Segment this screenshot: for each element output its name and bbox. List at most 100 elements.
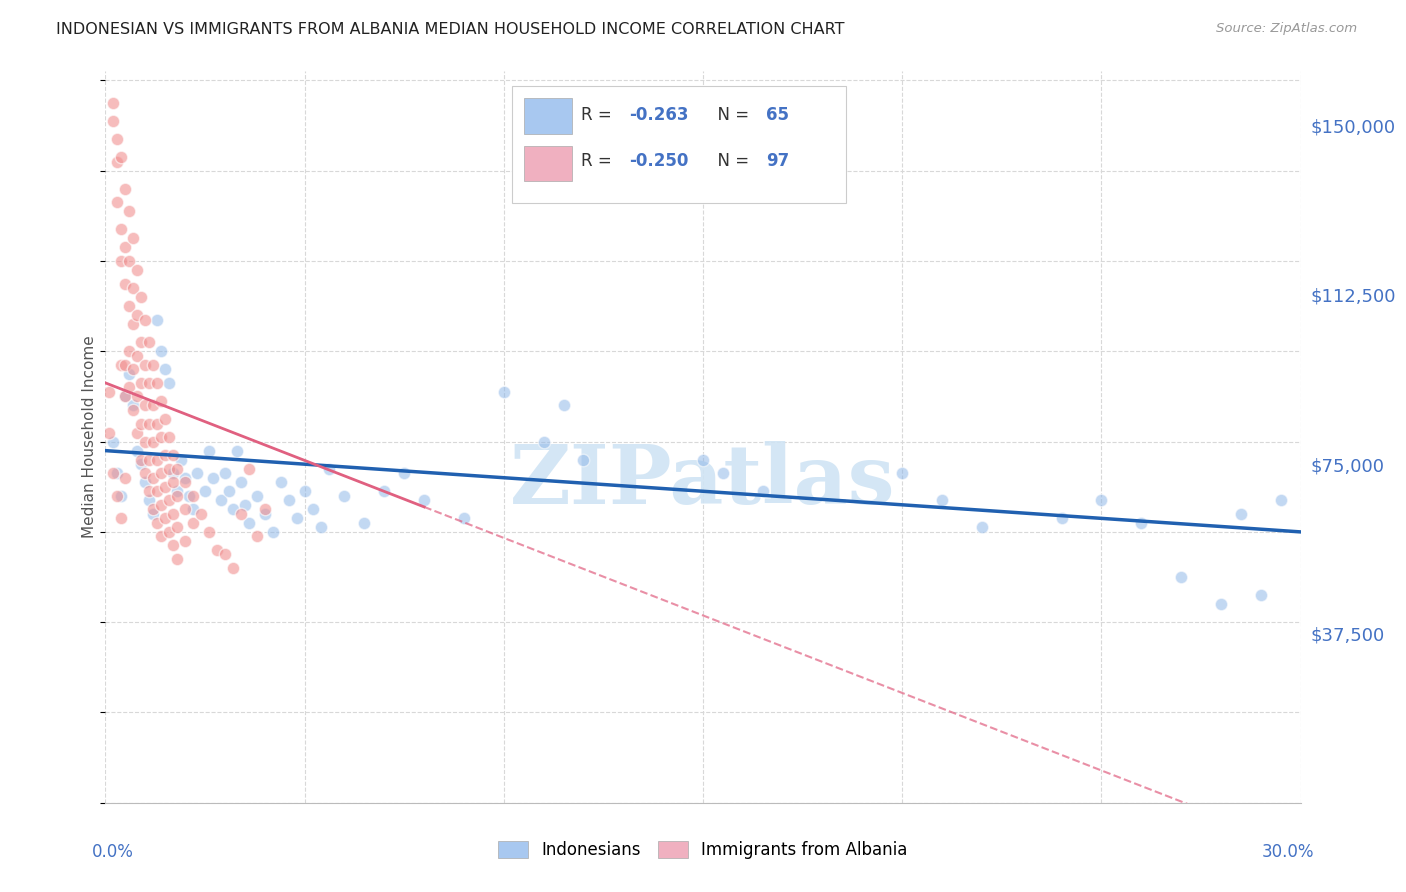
Point <box>692 452 714 467</box>
Point <box>107 195 129 210</box>
Point <box>222 561 245 575</box>
Point <box>150 466 173 480</box>
Point <box>198 443 221 458</box>
Text: 65: 65 <box>766 105 789 123</box>
Point <box>205 543 228 558</box>
Point <box>214 548 236 562</box>
Text: 97: 97 <box>766 153 790 170</box>
Point <box>146 376 169 390</box>
Point <box>110 358 132 372</box>
Point <box>129 457 153 471</box>
Point <box>134 434 156 449</box>
Point <box>209 493 232 508</box>
Point <box>174 475 197 490</box>
Point <box>146 452 169 467</box>
Point <box>142 399 165 413</box>
Point <box>122 399 145 413</box>
Point <box>353 516 375 530</box>
Point <box>162 448 184 462</box>
Point <box>1050 511 1073 525</box>
Point <box>103 114 125 128</box>
Text: R =: R = <box>581 105 617 123</box>
Point <box>253 502 276 516</box>
Point <box>1209 597 1232 611</box>
Point <box>134 399 156 413</box>
Point <box>246 489 269 503</box>
Point <box>157 430 180 444</box>
Point <box>413 493 436 508</box>
Point <box>142 471 165 485</box>
Point <box>150 394 173 409</box>
Point <box>166 461 188 475</box>
Point <box>138 484 160 499</box>
Text: R =: R = <box>581 153 617 170</box>
Point <box>129 452 153 467</box>
Point <box>114 277 136 291</box>
Point <box>1250 588 1272 602</box>
Point <box>572 452 595 467</box>
Point <box>150 344 173 359</box>
Point <box>891 466 914 480</box>
Point <box>114 471 136 485</box>
Point <box>162 507 184 521</box>
Point <box>174 502 197 516</box>
Point <box>114 389 136 403</box>
Bar <box>524 146 571 181</box>
Point <box>118 254 141 268</box>
Point <box>166 552 188 566</box>
Text: N =: N = <box>707 105 754 123</box>
Point <box>553 399 575 413</box>
Point <box>253 507 276 521</box>
Point <box>150 430 173 444</box>
Point <box>122 403 145 417</box>
Point <box>162 475 184 490</box>
Point <box>181 516 204 530</box>
Point <box>246 529 269 543</box>
Point <box>103 434 125 449</box>
Point <box>225 443 249 458</box>
Point <box>309 520 332 534</box>
Point <box>103 95 125 110</box>
Text: Source: ZipAtlas.com: Source: ZipAtlas.com <box>1216 22 1357 36</box>
Point <box>153 362 177 376</box>
Text: 0.0%: 0.0% <box>91 843 134 861</box>
Point <box>181 489 204 503</box>
Point <box>153 480 177 494</box>
Point <box>129 417 153 431</box>
Point <box>157 376 180 390</box>
Point <box>238 516 260 530</box>
Point <box>127 308 149 322</box>
Point <box>114 240 136 254</box>
Point <box>134 358 156 372</box>
Point <box>98 425 121 440</box>
Point <box>229 475 252 490</box>
Point <box>122 362 145 376</box>
Point <box>127 349 149 363</box>
Point <box>114 389 136 403</box>
Point <box>122 317 145 331</box>
Bar <box>524 98 571 134</box>
Point <box>110 254 132 268</box>
Point <box>392 466 416 480</box>
Point <box>157 493 180 508</box>
Point <box>138 493 160 508</box>
Point <box>129 376 153 390</box>
Point <box>970 520 993 534</box>
Point <box>153 511 177 525</box>
Point <box>1170 570 1192 584</box>
Point <box>238 461 260 475</box>
Point <box>107 132 129 146</box>
Point <box>114 358 136 372</box>
Point <box>127 263 149 277</box>
Point <box>198 524 221 539</box>
Point <box>127 389 149 403</box>
Point <box>146 417 169 431</box>
Point <box>177 489 201 503</box>
Point <box>122 231 145 245</box>
Point <box>107 466 129 480</box>
Point <box>1090 493 1112 508</box>
Point <box>138 335 160 350</box>
Point <box>110 489 132 503</box>
Text: -0.263: -0.263 <box>628 105 689 123</box>
Point <box>138 417 160 431</box>
